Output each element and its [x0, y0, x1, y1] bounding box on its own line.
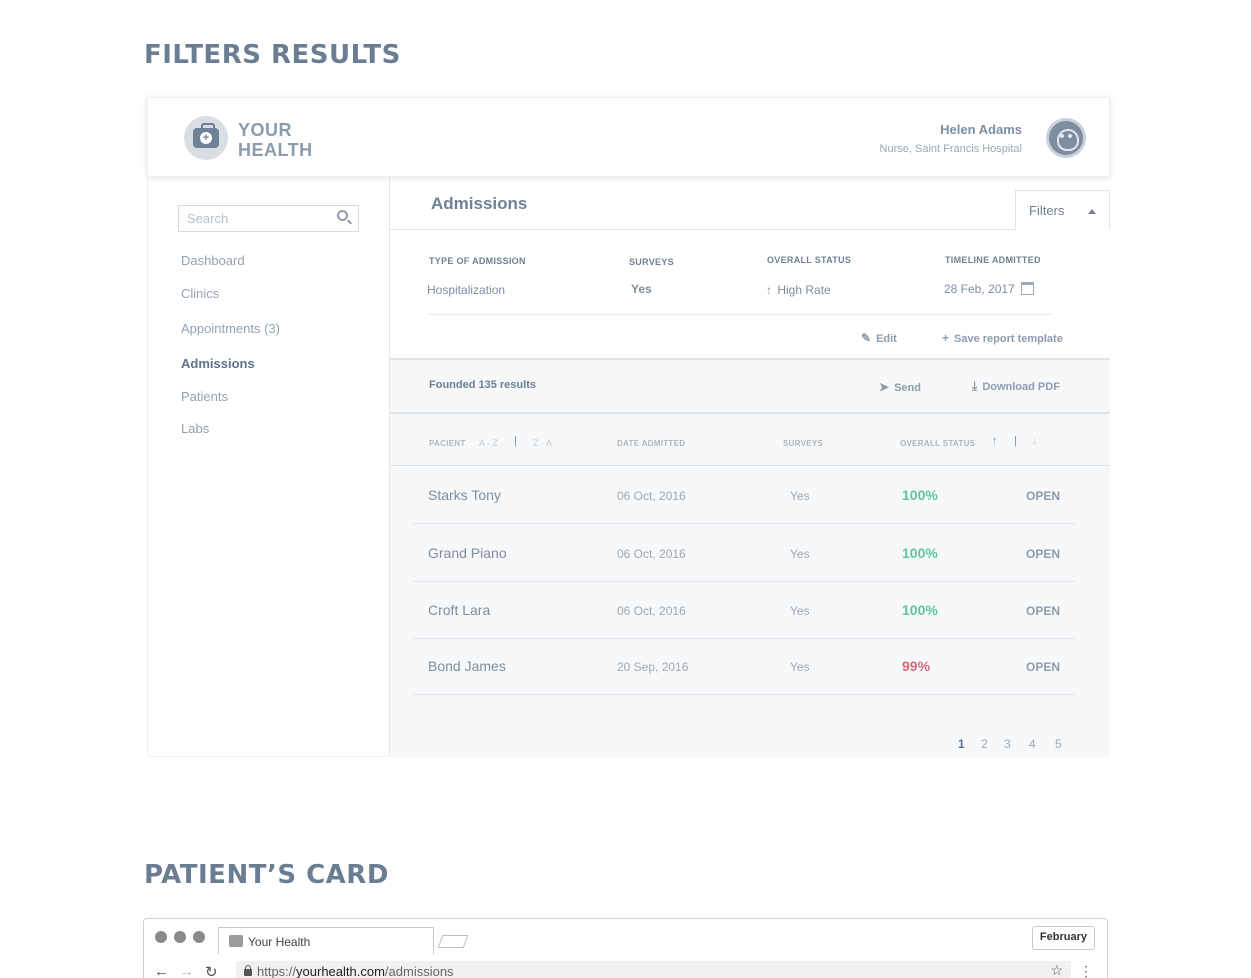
download-pdf-button[interactable]: ⤓ Download PDF [972, 379, 1060, 393]
status-badge: OPEN [1026, 660, 1061, 674]
lock-icon [244, 965, 252, 976]
sort-za-link[interactable]: Z - A [533, 438, 553, 448]
patient-name: Starks Tony [428, 487, 501, 503]
section-title-card: PATIENT’S CARD [144, 860, 389, 890]
results-count: Founded 135 results [429, 379, 536, 391]
sort-separator: | [514, 435, 517, 447]
reload-icon[interactable]: ↻ [205, 964, 218, 978]
col-head-patient: PACIENT [429, 439, 466, 448]
edit-button[interactable]: ✎ Edit [861, 331, 897, 345]
sidebar-item-patients[interactable]: Patients [181, 389, 228, 404]
section-title-filters: FILTERS RESULTS [144, 40, 401, 70]
table-row[interactable]: Croft Lara 06 Oct, 2016 Yes 100% OPEN [413, 582, 1075, 639]
search-input[interactable] [178, 205, 359, 232]
filter-surveys-value[interactable]: Yes [631, 282, 652, 296]
filter-status-label: OVERALL STATUS [767, 255, 852, 265]
status-badge: OPEN [1026, 489, 1061, 503]
survey-value: Yes [790, 547, 810, 561]
send-button[interactable]: ➤ Send [879, 380, 921, 394]
arrow-up-icon: ↑ [766, 283, 772, 297]
send-icon: ➤ [879, 380, 890, 394]
plus-icon: + [942, 331, 950, 345]
save-template-button[interactable]: + Save report template [942, 331, 1063, 345]
admitted-date: 06 Oct, 2016 [617, 547, 686, 561]
status-value: 100% [902, 487, 938, 503]
filter-type-label: TYPE OF ADMISSION [429, 256, 526, 266]
sidebar-item-labs[interactable]: Labs [181, 421, 210, 436]
page-3[interactable]: 3 [1004, 737, 1011, 751]
col-head-status: OVERALL STATUS [900, 439, 976, 448]
filters-panel: Admissions Filters TYPE OF ADMISSION Hos… [390, 177, 1110, 360]
favicon-icon [229, 935, 243, 947]
results-bar: Founded 135 results ➤ Send ⤓ Download PDF [390, 362, 1110, 414]
sidebar-item-clinics[interactable]: Clinics [181, 286, 220, 301]
filter-timeline-label: TIMELINE ADMITTED [945, 255, 1041, 265]
month-button[interactable]: February [1031, 926, 1095, 950]
sort-separator-2: | [1014, 435, 1017, 447]
window-minimize-icon[interactable] [174, 931, 186, 943]
main-panel: Admissions Filters TYPE OF ADMISSION Hos… [390, 177, 1110, 757]
user-role: Nurse, Saint Francis Hospital [879, 143, 1022, 155]
page-2[interactable]: 2 [981, 737, 988, 751]
app-window: + YOUR HEALTH Helen Adams Nurse, Saint F… [147, 97, 1110, 757]
filters-toggle-button[interactable]: Filters [1015, 190, 1110, 230]
search-icon[interactable] [337, 210, 348, 221]
filter-type-value[interactable]: Hospitalization [427, 283, 506, 297]
status-badge: OPEN [1026, 604, 1061, 618]
browser-window: Your Health February ← → ↻ https://yourh… [143, 918, 1108, 978]
page-1[interactable]: 1 [958, 737, 965, 751]
sidebar-item-admissions[interactable]: Admissions [181, 356, 255, 371]
calendar-icon[interactable] [1021, 282, 1034, 295]
filter-timeline-value[interactable]: 28 Feb, 2017 [944, 282, 1015, 296]
window-close-icon[interactable] [155, 931, 167, 943]
filter-surveys-label: SURVEYS [629, 257, 674, 267]
sidebar: Dashboard Clinics Appointments (3) Admis… [147, 177, 390, 757]
col-head-date: DATE ADMITTED [617, 439, 686, 448]
page-title: Admissions [431, 194, 528, 213]
pencil-icon: ✎ [861, 331, 872, 345]
logo-text: YOUR HEALTH [238, 120, 313, 160]
sort-down-icon[interactable]: ↓ [1032, 435, 1038, 447]
survey-value: Yes [790, 604, 810, 618]
status-badge: OPEN [1026, 547, 1061, 561]
user-avatar-icon[interactable] [1046, 118, 1086, 158]
table-row[interactable]: Starks Tony 06 Oct, 2016 Yes 100% OPEN [413, 467, 1075, 524]
patient-name: Bond James [428, 658, 506, 674]
admitted-date: 06 Oct, 2016 [617, 604, 686, 618]
status-value: 100% [902, 602, 938, 618]
col-head-surveys: SURVEYS [783, 439, 824, 448]
filter-status-value[interactable]: ↑ High Rate [766, 283, 831, 297]
app-header: + YOUR HEALTH Helen Adams Nurse, Saint F… [147, 97, 1110, 177]
survey-value: Yes [790, 660, 810, 674]
survey-value: Yes [790, 489, 810, 503]
admitted-date: 06 Oct, 2016 [617, 489, 686, 503]
table-row[interactable]: Grand Piano 06 Oct, 2016 Yes 100% OPEN [413, 525, 1075, 582]
page-4[interactable]: 4 [1029, 737, 1036, 751]
user-name: Helen Adams [940, 122, 1022, 137]
status-value: 99% [902, 658, 931, 674]
page-5[interactable]: 5 [1055, 737, 1062, 751]
address-bar[interactable]: https://yourhealth.com/admissions ☆ [236, 961, 1071, 978]
sort-up-icon[interactable]: ↑ [992, 435, 998, 447]
sidebar-item-appointments[interactable]: Appointments (3) [181, 321, 280, 336]
back-arrow-icon[interactable]: ← [154, 963, 169, 978]
browser-tab[interactable]: Your Health [218, 927, 434, 954]
browser-menu-icon[interactable]: ⋮ [1079, 963, 1093, 978]
new-tab-icon[interactable] [437, 935, 469, 948]
patient-name: Grand Piano [428, 545, 507, 561]
tab-title: Your Health [248, 935, 311, 949]
sort-az-link[interactable]: A - Z [479, 438, 499, 448]
admitted-date: 20 Sep, 2016 [617, 660, 689, 674]
download-icon: ⤓ [972, 379, 978, 393]
status-value: 100% [902, 545, 938, 561]
bookmark-star-icon[interactable]: ☆ [1050, 962, 1063, 978]
forward-arrow-icon[interactable]: → [179, 963, 194, 978]
caret-up-icon [1088, 209, 1096, 214]
window-maximize-icon[interactable] [193, 931, 205, 943]
patient-name: Croft Lara [428, 602, 491, 618]
logo-icon: + [184, 116, 228, 160]
table-row[interactable]: Bond James 20 Sep, 2016 Yes 99% OPEN [413, 638, 1075, 695]
sidebar-item-dashboard[interactable]: Dashboard [181, 253, 245, 268]
